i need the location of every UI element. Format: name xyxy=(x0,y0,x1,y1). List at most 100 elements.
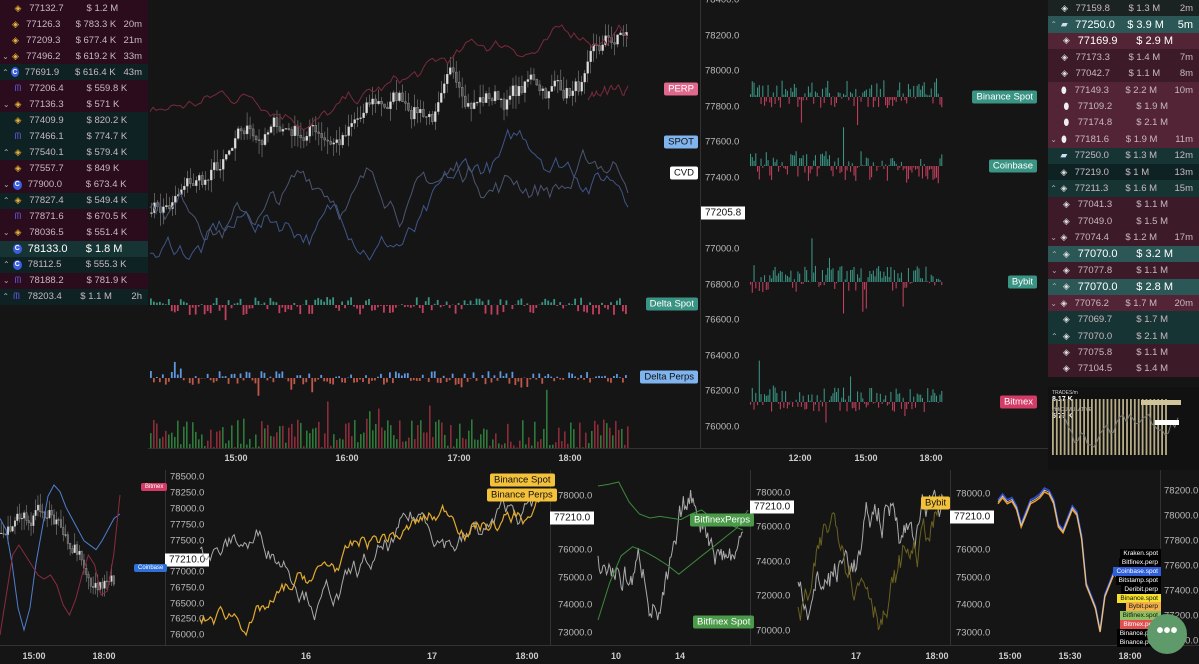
trade-row[interactable]: ◈ 77169.9 $ 2.9 M xyxy=(1048,32,1199,50)
main-chart[interactable]: 78400.0 78200.0 78000.0 77800.0 77600.0 77400… xyxy=(148,0,748,470)
trade-row[interactable]: ⌃ C 78112.5 $ 555.3 K xyxy=(0,256,148,273)
trade-row[interactable]: ⌄ ◈ 77077.8 $ 1.1 M xyxy=(1048,262,1199,279)
trades-per-minute-widget[interactable]: TRADES/m 8.17 K 1m CUMULATIVE 5.77 K xyxy=(1048,387,1199,470)
trade-row[interactable]: ⌄ ◈ 77076.2 $ 1.7 M 20m xyxy=(1048,295,1199,312)
series-legend-item[interactable]: Kraken.spot xyxy=(1120,549,1161,558)
trade-row[interactable]: ⌃ ▰ 77250.0 $ 3.9 M 5m xyxy=(1048,16,1199,33)
exchange-delta-bar xyxy=(881,160,883,166)
right-large-trades-list[interactable]: ◈ 77159.8 $ 1.3 M 2m ⌃ ▰ 77250.0 $ 3.9 M 5m ◈ 7716… xyxy=(1048,0,1199,385)
exchange-delta-panel[interactable]: Binance Spot Coinbase Bybit Bitmex 12:00 15:0… xyxy=(748,0,1048,470)
trade-row[interactable]: ◈ 77209.3 $ 677.4 K 21m xyxy=(0,32,148,49)
trade-row[interactable]: ⌃ ◈ 77827.4 $ 549.4 K xyxy=(0,192,148,209)
trade-row[interactable]: ◈ 77049.0 $ 1.5 M xyxy=(1048,213,1199,230)
trade-row[interactable]: ⌄ ◈ 77074.4 $ 1.2 M 17m xyxy=(1048,229,1199,246)
bottom-chart-3[interactable]: 78000.0 76000.0 74000.0 72000.0 70000.0 77210… xyxy=(597,470,798,664)
bottom-chart-4[interactable]: 78000.0 76000.0 75000.0 74000.0 73000.0 77210… xyxy=(797,470,998,664)
trade-row[interactable]: ⌃ ◈ 77070.0 $ 2.1 M xyxy=(1048,327,1199,345)
volume-bar xyxy=(231,425,233,448)
series-legend-item[interactable]: Deribit.perp xyxy=(1121,584,1161,594)
trade-row[interactable]: ◈ 77042.7 $ 1.1 M 8m xyxy=(1048,65,1199,82)
trade-row[interactable]: ◈ 77075.8 $ 1.1 M xyxy=(1048,344,1199,361)
bitfinex-icon: ▰ xyxy=(1060,19,1068,30)
trade-row[interactable]: ◈ 77069.7 $ 1.7 M xyxy=(1048,311,1199,328)
price-candle xyxy=(607,35,610,38)
series-legend-item[interactable]: Binance.perp xyxy=(1116,629,1161,639)
delta-perps-label: Delta Perps xyxy=(640,370,698,384)
delta-perps-bar xyxy=(580,375,582,378)
trade-row[interactable]: ⌄ C 77900.0 $ 673.4 K xyxy=(0,176,148,193)
bottom-chart-1[interactable]: 78500.0 78250.0 78000.0 77750.0 77500.0 77000… xyxy=(0,470,210,664)
series-legend-item[interactable]: Binance.perp xyxy=(1116,638,1161,647)
trade-row[interactable]: ᗰ 77466.1 $ 774.7 K xyxy=(0,128,148,145)
trade-row[interactable]: ⌃ C 77691.9 $ 616.4 K 43m xyxy=(0,64,148,81)
price-candle xyxy=(101,582,104,589)
bottom-chart-5[interactable]: 78200.0 78000.0 77800.0 77600.0 77400.0 77200… xyxy=(997,470,1199,664)
delta-spot-bar xyxy=(170,305,173,312)
trade-row[interactable]: ◈ 77557.7 $ 849 K xyxy=(0,160,148,177)
trade-row[interactable]: ⌄ ᗰ 78188.2 $ 781.9 K xyxy=(0,272,148,289)
trade-row[interactable]: ◈ 77173.3 $ 1.4 M 7m xyxy=(1048,49,1199,66)
trade-row[interactable]: ⬮ 77149.3 $ 2.2 M 10m xyxy=(1048,81,1199,99)
trade-row[interactable]: ᗰ 77206.4 $ 559.8 K xyxy=(0,80,148,97)
delta-spot-bar xyxy=(559,302,562,305)
series-legend-item[interactable]: Bybit.perp xyxy=(1125,602,1161,612)
left-large-trades-list[interactable]: ◈ 77132.7 $ 1.2 M ◈ 77126.3 $ 783.3 K 20m ◈ 7720… xyxy=(0,0,148,305)
series-legend-item[interactable]: Bitfinex.spot xyxy=(1119,611,1161,621)
trade-row[interactable]: ⌃ ᗰ 78203.4 $ 1.1 M 2h xyxy=(0,288,148,305)
exchange-delta-bar xyxy=(779,97,781,108)
trade-row[interactable]: ⌃ ◈ 77540.1 $ 579.4 K xyxy=(0,144,148,161)
exchange-delta-bar xyxy=(913,270,915,282)
exchange-delta-bar xyxy=(760,97,762,104)
trade-row[interactable]: ◈ 77126.3 $ 783.3 K 20m xyxy=(0,16,148,33)
more-options-button[interactable]: ••• xyxy=(1147,614,1187,654)
trade-price: 77049.0 xyxy=(1077,215,1113,227)
trade-row[interactable]: ◈ 77132.7 $ 1.2 M xyxy=(0,0,148,17)
series-legend-item[interactable]: Bitfinex.perp xyxy=(1118,557,1161,567)
exchange-delta-bar xyxy=(762,282,764,293)
trade-row[interactable]: ◈ 77104.5 $ 1.4 M xyxy=(1048,360,1199,377)
time-axis-label: 18:00 xyxy=(919,453,943,463)
trade-row[interactable]: ⌄ ◈ 78036.5 $ 551.4 K xyxy=(0,224,148,241)
trade-row[interactable]: ▰ 77250.0 $ 1.3 M 12m xyxy=(1048,147,1199,164)
trade-row[interactable]: ᗰ 77871.6 $ 670.5 K xyxy=(0,208,148,225)
trade-row[interactable]: ⌄ ◈ 77496.2 $ 619.2 K 33m xyxy=(0,48,148,65)
trade-row[interactable]: ⬮ 77174.8 $ 2.1 M xyxy=(1048,114,1199,132)
price-candle xyxy=(598,45,601,51)
volume-bar xyxy=(354,420,356,448)
delta-perps-bar xyxy=(469,378,472,379)
exchange-delta-bar xyxy=(911,97,913,98)
trade-row[interactable]: ◈ 77041.3 $ 1.1 M xyxy=(1048,196,1199,214)
trade-row[interactable]: ⌄ ◈ 77136.3 $ 571 K xyxy=(0,96,148,113)
delta-perps-bar xyxy=(568,372,571,378)
exchange-delta-bar xyxy=(851,163,853,166)
trade-row[interactable]: ◈ 77219.0 $ 1 M 13m xyxy=(1048,163,1199,181)
binance-icon: ◈ xyxy=(1060,232,1068,243)
trade-row[interactable]: ⌄ ⬮ 77181.6 $ 1.9 M 11m xyxy=(1048,131,1199,148)
bottom-chart-2[interactable]: 78000.0 76000.0 75000.0 74000.0 73000.0 77210… xyxy=(199,470,598,664)
price-candle xyxy=(535,79,539,86)
binance-icon: ◈ xyxy=(1062,363,1070,374)
exchange-delta-bar xyxy=(804,93,806,97)
trade-row[interactable]: ◈ 77159.8 $ 1.3 M 2m xyxy=(1048,0,1199,17)
trade-row[interactable]: ⌃ ◈ 77070.0 $ 3.2 M xyxy=(1048,245,1199,263)
delta-perps-bar xyxy=(421,374,424,378)
exchange-delta-bar xyxy=(771,97,773,108)
series-legend-item[interactable]: Coinbase.spot xyxy=(1113,566,1161,576)
volume-bar xyxy=(531,445,533,448)
trade-row[interactable]: ⌃ ◈ 77070.0 $ 2.8 M xyxy=(1048,278,1199,296)
trade-row[interactable]: ⬮ 77109.2 $ 1.9 M xyxy=(1048,98,1199,115)
exchange-delta-bar xyxy=(848,282,850,291)
delta-spot-bar xyxy=(532,305,535,314)
series-legend-item[interactable]: Binance.spot xyxy=(1117,593,1161,603)
exchange-label: Coinbase xyxy=(988,159,1037,173)
exchange-delta-bar xyxy=(800,97,802,123)
trades-bar xyxy=(1052,399,1054,455)
trade-price: 77900.0 xyxy=(27,179,63,191)
exchange-delta-bar xyxy=(874,276,876,282)
trade-row[interactable]: ⌃ ◈ 77211.3 $ 1.6 M 15m xyxy=(1048,180,1199,197)
trade-row[interactable]: C 78133.0 $ 1.8 M xyxy=(0,240,148,257)
trade-row[interactable]: ◈ 77409.9 $ 820.2 K xyxy=(0,112,148,129)
series-legend-item[interactable]: Bitstamp.spot xyxy=(1115,575,1161,585)
series-legend-item[interactable]: Bitmex.perp xyxy=(1120,620,1161,630)
delta-perps-bar xyxy=(472,372,475,378)
